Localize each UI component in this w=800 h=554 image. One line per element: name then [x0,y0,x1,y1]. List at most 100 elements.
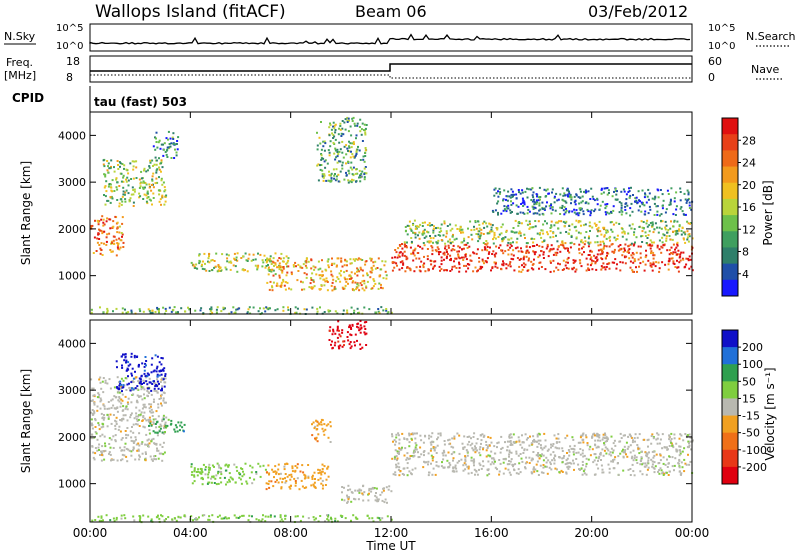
heatmap-cell [587,202,590,205]
heatmap-cell [600,265,603,268]
heatmap-cell [151,383,154,385]
heatmap-cell [103,194,105,196]
heatmap-cell [415,448,418,451]
heatmap-cell [683,266,686,269]
heatmap-cell [448,462,451,464]
heatmap-cell [136,423,139,426]
heatmap-cell [336,520,339,523]
heatmap-cell [397,432,400,435]
heatmap-cell [542,257,545,259]
heatmap-cell [164,431,166,433]
heatmap-cell [482,460,484,463]
heatmap-cell [132,165,135,168]
heatmap-cell [557,268,560,271]
heatmap-cell [365,321,368,323]
heatmap-cell [265,482,268,485]
heatmap-cell [485,243,488,246]
heatmap-cell [265,488,268,491]
cpid-value: tau (fast) 503 [94,95,187,109]
heatmap-cell [504,236,507,239]
heatmap-cell [446,251,448,253]
heatmap-cell [279,516,282,519]
heatmap-cell [630,186,632,189]
heatmap-cell [675,208,678,211]
heatmap-cell [159,147,162,150]
heatmap-cell [526,223,529,226]
heatmap-cell [276,308,279,311]
heatmap-cell [631,441,634,444]
heatmap-cell [650,435,653,437]
heatmap-cell [505,229,508,232]
heatmap-cell [508,434,511,437]
heatmap-cell [552,247,555,250]
heatmap-cell [564,264,567,267]
heatmap-cell [440,256,443,259]
heatmap-cell [619,452,622,455]
heatmap-cell [521,434,523,437]
heatmap-cell [657,433,660,436]
heatmap-cell [433,449,436,452]
heatmap-cell [147,515,150,518]
heatmap-cell [307,260,310,263]
heatmap-cell [328,151,331,154]
heatmap-cell [290,473,293,476]
heatmap-cell [520,457,523,460]
heatmap-cell [120,355,123,358]
heatmap-cell [280,281,283,284]
heatmap-cell [620,190,623,193]
heatmap-cell [612,205,615,208]
heatmap-cell [160,514,162,517]
heatmap-cell [394,256,396,259]
colorbar-swatch [722,432,738,451]
heatmap-cell [146,372,149,375]
heatmap-cell [412,455,415,458]
heatmap-cell [589,212,592,215]
heatmap-cell [356,517,359,520]
heatmap-cell [323,472,326,475]
heatmap-cell [289,484,292,487]
heatmap-cell [537,474,540,476]
heatmap-cell [462,448,465,450]
heatmap-cell [152,411,155,414]
heatmap-cell [146,387,149,390]
heatmap-cell [677,270,680,273]
heatmap-cell [443,253,446,256]
heatmap-cell [650,458,653,461]
heatmap-cell [581,460,584,463]
heatmap-cell [148,416,151,419]
heatmap-cell [278,262,281,265]
heatmap-cell [130,193,133,196]
heatmap-cell [274,263,277,266]
heatmap-cell [554,446,557,449]
heatmap-cell [126,383,129,386]
heatmap-cell [608,245,611,248]
heatmap-cell [458,257,461,260]
heatmap-cell [459,226,462,229]
heatmap-cell [158,361,161,364]
heatmap-cell [154,418,157,421]
heatmap-cell [227,254,230,257]
heatmap-cell [143,405,146,408]
heatmap-cell [148,424,150,427]
heatmap-cell [393,456,396,459]
heatmap-cell [394,473,397,476]
power-ylabel: Slant Range [km] [19,161,33,265]
heatmap-cell [526,187,528,190]
heatmap-cell [647,198,650,201]
heatmap-cell [362,485,364,488]
heatmap-cell [690,208,693,211]
heatmap-cell [139,195,142,198]
heatmap-cell [679,452,682,455]
heatmap-cell [610,210,612,213]
heatmap-cell [151,357,154,360]
heatmap-cell [318,136,321,139]
heatmap-cell [413,254,416,257]
heatmap-cell [427,452,430,455]
heatmap-cell [284,477,286,480]
heatmap-cell [259,307,261,310]
heatmap-cell [96,409,99,412]
heatmap-cell [511,195,514,198]
heatmap-cell [115,396,118,399]
heatmap-cell [433,264,436,267]
heatmap-cell [316,420,319,423]
